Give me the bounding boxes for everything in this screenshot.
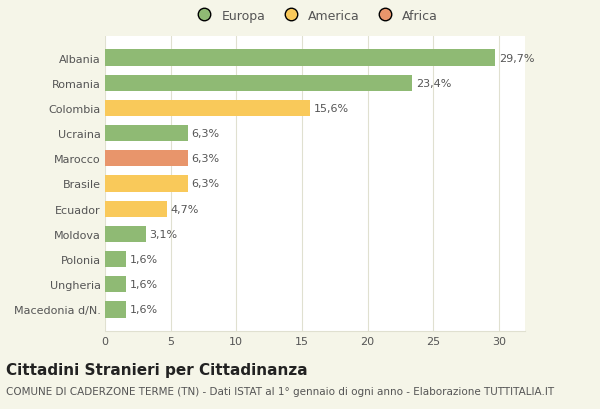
Text: 1,6%: 1,6%: [130, 280, 158, 290]
Bar: [105, 251, 126, 267]
Text: Cittadini Stranieri per Cittadinanza: Cittadini Stranieri per Cittadinanza: [6, 362, 308, 377]
Text: 23,4%: 23,4%: [416, 79, 451, 88]
Bar: [105, 50, 495, 67]
Bar: [105, 101, 310, 117]
Bar: [105, 126, 188, 142]
Bar: [105, 176, 188, 192]
Text: 29,7%: 29,7%: [499, 54, 534, 63]
Text: 6,3%: 6,3%: [191, 154, 220, 164]
Text: 3,1%: 3,1%: [149, 229, 178, 239]
Bar: [105, 75, 412, 92]
Text: COMUNE DI CADERZONE TERME (TN) - Dati ISTAT al 1° gennaio di ogni anno - Elabora: COMUNE DI CADERZONE TERME (TN) - Dati IS…: [6, 387, 554, 396]
Text: 1,6%: 1,6%: [130, 305, 158, 315]
Text: 6,3%: 6,3%: [191, 179, 220, 189]
Bar: [105, 226, 146, 243]
Bar: [105, 151, 188, 167]
Text: 6,3%: 6,3%: [191, 129, 220, 139]
Text: 4,7%: 4,7%: [170, 204, 199, 214]
Bar: [105, 276, 126, 293]
Text: 1,6%: 1,6%: [130, 254, 158, 265]
Bar: [105, 201, 167, 217]
Legend: Europa, America, Africa: Europa, America, Africa: [187, 4, 443, 28]
Bar: [105, 301, 126, 318]
Text: 15,6%: 15,6%: [314, 103, 349, 114]
